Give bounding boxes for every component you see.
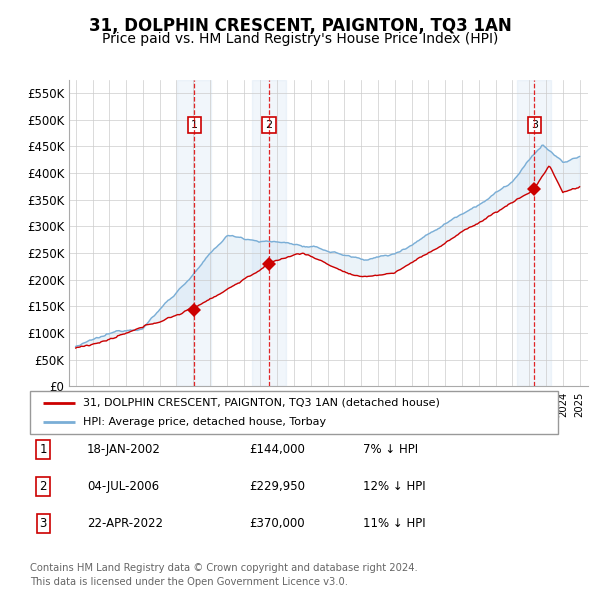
Text: £370,000: £370,000 [249, 517, 305, 530]
Text: 31, DOLPHIN CRESCENT, PAIGNTON, TQ3 1AN: 31, DOLPHIN CRESCENT, PAIGNTON, TQ3 1AN [89, 17, 511, 35]
Text: 7% ↓ HPI: 7% ↓ HPI [363, 443, 418, 456]
FancyBboxPatch shape [30, 391, 558, 434]
Bar [252, 80, 286, 386]
Text: Price paid vs. HM Land Registry's House Price Index (HPI): Price paid vs. HM Land Registry's House … [102, 32, 498, 47]
Text: 22-APR-2022: 22-APR-2022 [87, 517, 163, 530]
Text: Contains HM Land Registry data © Crown copyright and database right 2024.
This d: Contains HM Land Registry data © Crown c… [30, 563, 418, 587]
Text: 18-JAN-2002: 18-JAN-2002 [87, 443, 161, 456]
Text: 04-JUL-2006: 04-JUL-2006 [87, 480, 159, 493]
Text: 31, DOLPHIN CRESCENT, PAIGNTON, TQ3 1AN (detached house): 31, DOLPHIN CRESCENT, PAIGNTON, TQ3 1AN … [83, 398, 440, 408]
Text: 2: 2 [265, 120, 272, 130]
Text: £229,950: £229,950 [249, 480, 305, 493]
Bar [517, 80, 551, 386]
Text: 1: 1 [191, 120, 197, 130]
Text: 12% ↓ HPI: 12% ↓ HPI [363, 480, 425, 493]
Text: 11% ↓ HPI: 11% ↓ HPI [363, 517, 425, 530]
Text: HPI: Average price, detached house, Torbay: HPI: Average price, detached house, Torb… [83, 417, 326, 427]
Text: 3: 3 [531, 120, 538, 130]
Text: 2: 2 [40, 480, 47, 493]
Bar [178, 80, 211, 386]
Text: 3: 3 [40, 517, 47, 530]
Text: 1: 1 [40, 443, 47, 456]
Text: £144,000: £144,000 [249, 443, 305, 456]
